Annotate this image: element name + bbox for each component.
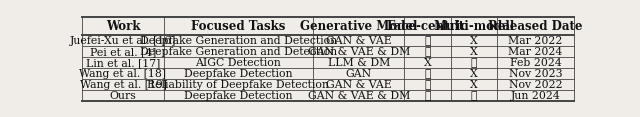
Text: Pei et al. [4]: Pei et al. [4] [90,47,156,57]
Text: Mar 2022: Mar 2022 [508,36,563,46]
Text: Lin et al. [17]: Lin et al. [17] [86,58,160,68]
Text: ✓: ✓ [424,80,431,90]
Text: ✓: ✓ [471,58,477,68]
Text: X: X [470,80,478,90]
Text: Nov 2023: Nov 2023 [509,69,563,79]
Text: X: X [470,69,478,79]
Text: Feb 2024: Feb 2024 [509,58,561,68]
Text: Focused Tasks: Focused Tasks [191,20,285,33]
Text: ✓: ✓ [424,69,431,79]
Text: ✓: ✓ [424,91,431,101]
Text: Ours: Ours [109,91,136,101]
Text: Wang et al. [19]: Wang et al. [19] [79,80,166,90]
Text: X: X [470,36,478,46]
Text: X: X [470,47,478,57]
Text: X: X [424,58,431,68]
Text: Deepfake Detection: Deepfake Detection [184,91,292,101]
Text: Mar 2024: Mar 2024 [508,47,563,57]
Text: Wang et al. [18]: Wang et al. [18] [79,69,166,79]
Text: Face-centric: Face-centric [387,20,468,33]
Text: Work: Work [106,20,140,33]
Text: LLM & DM: LLM & DM [328,58,390,68]
Text: Deepfake Generation and Detection: Deepfake Generation and Detection [140,36,337,46]
Text: GAN & VAE & DM: GAN & VAE & DM [307,91,410,101]
Text: Nov 2022: Nov 2022 [509,80,563,90]
Text: Deepfake Generation and Detection: Deepfake Generation and Detection [140,47,337,57]
Text: Deepfake Detection: Deepfake Detection [184,69,292,79]
Text: Juefei-Xu et al. [16]: Juefei-Xu et al. [16] [70,36,176,46]
Text: GAN & VAE: GAN & VAE [326,80,392,90]
Text: ✓: ✓ [424,36,431,46]
Text: Generative Model: Generative Model [300,20,417,33]
Text: GAN: GAN [346,69,372,79]
Text: Reliability of Deepfake Detection: Reliability of Deepfake Detection [147,80,330,90]
Text: AIGC Detection: AIGC Detection [195,58,281,68]
Text: Multi-modal: Multi-modal [433,20,515,33]
Text: GAN & VAE & DM: GAN & VAE & DM [307,47,410,57]
Text: GAN & VAE: GAN & VAE [326,36,392,46]
Text: ✓: ✓ [424,47,431,57]
Text: ✓: ✓ [471,91,477,101]
Text: Released Date: Released Date [488,20,582,33]
Text: Jun 2024: Jun 2024 [511,91,561,101]
